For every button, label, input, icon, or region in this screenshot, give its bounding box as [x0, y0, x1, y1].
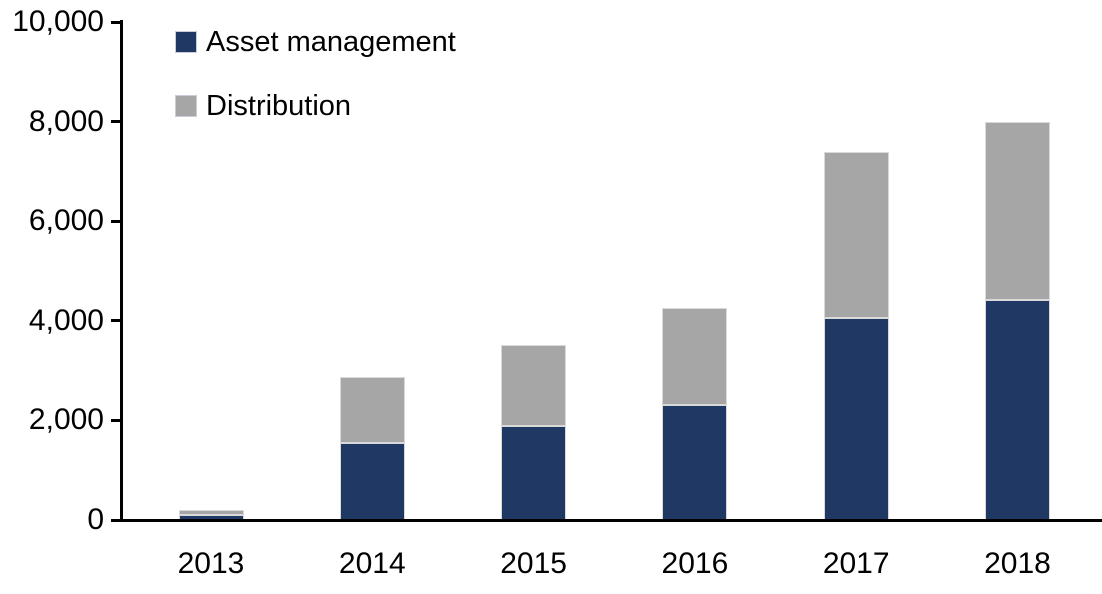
bar-segment-distribution-2016 [662, 308, 728, 405]
legend-swatch-asset-management [175, 31, 197, 53]
bar-segment-asset-management-2015 [501, 425, 567, 520]
bar-segment-asset-management-2016 [662, 404, 728, 520]
bar-segment-distribution-2014 [339, 376, 405, 443]
y-tick-label: 6,000 [28, 204, 104, 238]
bar-segment-distribution-2017 [823, 152, 889, 319]
y-tick-label: 8,000 [28, 104, 104, 138]
x-axis-line [112, 519, 1102, 522]
x-tick-label-2013: 2013 [177, 547, 245, 580]
bar-segment-asset-management-2014 [339, 442, 405, 520]
y-axis-line [120, 20, 123, 521]
x-tick-label-2014: 2014 [338, 547, 406, 580]
bar-segment-asset-management-2018 [985, 299, 1050, 520]
y-tick-mark [111, 319, 122, 323]
x-tick-label-2018: 2018 [984, 547, 1051, 580]
y-tick-label: 2,000 [28, 403, 104, 437]
y-tick-label: 4,000 [28, 303, 104, 337]
x-tick-label-2017: 2017 [822, 547, 890, 580]
y-tick-label: 0 [87, 503, 104, 536]
x-tick-label-2015: 2015 [500, 547, 567, 580]
legend-item-asset-management: Asset management [175, 26, 456, 58]
bar-segment-distribution-2018 [985, 121, 1050, 300]
y-tick-label: 10,000 [12, 5, 104, 38]
y-tick-mark [111, 418, 122, 422]
y-tick-mark [111, 120, 122, 124]
y-tick-mark [111, 20, 122, 24]
x-tick-label-2016: 2016 [661, 547, 729, 580]
legend-label-asset-management: Asset management [206, 26, 456, 58]
legend-swatch-distribution [175, 95, 197, 117]
bar-segment-asset-management-2017 [823, 318, 889, 520]
legend-label-distribution: Distribution [206, 90, 352, 122]
y-tick-mark [111, 219, 122, 223]
bar-segment-distribution-2013 [178, 509, 244, 515]
bar-segment-distribution-2015 [501, 345, 567, 426]
legend-item-distribution: Distribution [175, 90, 352, 122]
